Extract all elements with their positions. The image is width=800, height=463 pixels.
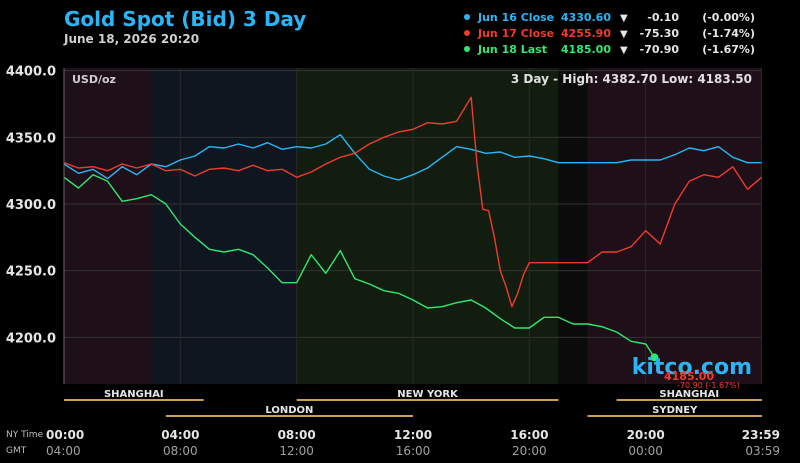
session-label: SHANGHAI: [104, 389, 164, 400]
session-label: SYDNEY: [652, 405, 698, 416]
session-band-2: [296, 68, 559, 384]
session-bar-1: [165, 415, 413, 417]
session-band-1: [151, 68, 297, 384]
legend-pct: (-1.67%): [702, 43, 755, 56]
gmt-time-tick: 04:00: [46, 444, 81, 458]
session-bar-2: [296, 399, 559, 401]
y-tick-label: 4400.0: [6, 65, 56, 80]
range-label: 3 Day - High: 4382.70 Low: 4183.50: [511, 72, 752, 86]
legend-dot-1: [464, 30, 470, 36]
legend: Jun 16 Close 4330.60 ▼ -0.10 (-0.00%) Jun 17 …: [464, 11, 755, 56]
unit-label: USD/oz: [72, 73, 116, 86]
gmt-time-tick: 20:00: [512, 444, 547, 458]
series-line-1: [63, 96, 762, 308]
y-tick-label: 4250.0: [6, 265, 56, 280]
session-label: LONDON: [265, 405, 313, 416]
legend-label: Jun 17 Close: [477, 27, 554, 40]
chart-date: June 18, 2026 20:20: [63, 32, 199, 46]
ny-time-tick: 08:00: [278, 428, 316, 442]
y-tick-label: 4200.0: [6, 331, 56, 346]
legend-price: 4185.00: [561, 43, 611, 56]
ny-time-tick: 20:00: [627, 428, 665, 442]
legend-label: Jun 16 Close: [477, 11, 554, 24]
chart-title: Gold Spot (Bid) 3 Day: [64, 7, 306, 31]
legend-change: -0.10: [647, 11, 679, 24]
time-axis: 00:00 04:00 04:00 08:00 08:00 12:00 12:00 16:00…: [46, 428, 780, 458]
series-line-0: [63, 133, 762, 181]
session-band-3: [558, 68, 588, 384]
gmt-label: GMT: [6, 446, 27, 456]
legend-dot-0: [464, 14, 470, 20]
last-point-marker: [650, 353, 659, 362]
axes: 4200.0 4250.0 4300.0 4350.0 4400.0: [6, 65, 65, 384]
legend-change: -70.90: [640, 43, 680, 56]
gmt-time-tick: 16:00: [396, 444, 431, 458]
series-lines: [63, 96, 762, 362]
ny-time-tick: 16:00: [510, 428, 548, 442]
y-tick-label: 4350.0: [6, 131, 56, 146]
session-bar-0: [64, 399, 204, 401]
legend-price: 4330.60: [561, 11, 611, 24]
ny-time-label: NY Time: [6, 430, 44, 440]
legend-price: 4255.90: [561, 27, 611, 40]
legend-pct: (-0.00%): [702, 11, 755, 24]
gmt-time-tick: 00:00: [628, 444, 663, 458]
gmt-time-tick: 08:00: [163, 444, 198, 458]
legend-arrow: ▼: [620, 45, 628, 56]
watermark: kitco.com: [632, 355, 752, 380]
legend-dot-2: [464, 46, 470, 52]
session-label: SHANGHAI: [659, 389, 719, 400]
ny-time-tick: 04:00: [161, 428, 199, 442]
ny-time-tick: 00:00: [46, 428, 84, 442]
legend-change: -75.30: [640, 27, 680, 40]
session-label: NEW YORK: [397, 389, 459, 400]
session-band-4: [587, 68, 762, 384]
legend-arrow: ▼: [620, 29, 628, 40]
session-bar-3: [616, 399, 762, 401]
session-band-0: [64, 68, 152, 384]
series-line-2: [63, 173, 655, 358]
session-bars: SHANGHAI LONDON NEW YORK SHANGHAI SYDNEY: [64, 389, 762, 417]
legend-label: Jun 18 Last: [477, 43, 547, 56]
y-tick-label: 4300.0: [6, 198, 56, 213]
last-change-label: -70.90 (-1.67%): [677, 381, 740, 390]
ny-time-tick: 12:00: [394, 428, 432, 442]
legend-pct: (-1.74%): [702, 27, 755, 40]
gmt-time-tick: 03:59: [745, 444, 780, 458]
gmt-time-tick: 12:00: [279, 444, 314, 458]
ny-time-tick: 23:59: [742, 428, 780, 442]
session-bar-4: [587, 415, 762, 417]
last-price-label: 4185.00: [664, 370, 714, 383]
legend-arrow: ▼: [620, 13, 628, 24]
